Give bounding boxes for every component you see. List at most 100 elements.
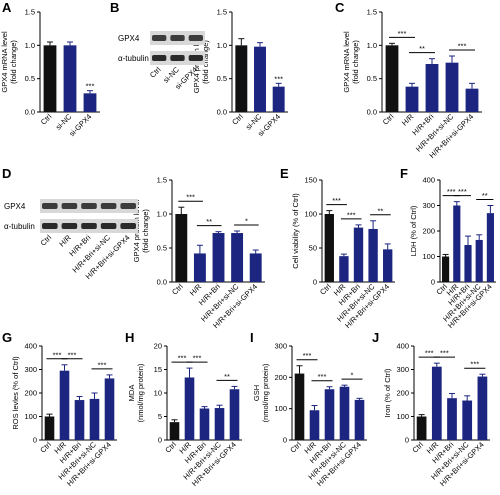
y-tick-label: 20 xyxy=(154,342,162,351)
bar xyxy=(74,400,85,440)
y-tick-label: 100 xyxy=(24,412,37,421)
error-bar xyxy=(91,392,98,399)
significance: *** xyxy=(274,74,283,83)
y-tick-label: 400 xyxy=(396,342,409,351)
bar xyxy=(354,399,365,440)
blot-band xyxy=(81,203,97,209)
error-bar xyxy=(389,42,395,46)
y-tick-label: 0 xyxy=(158,436,162,445)
y-tick-label: 100 xyxy=(304,210,317,219)
bar xyxy=(453,205,461,282)
significance: *** xyxy=(318,372,327,381)
error-bar xyxy=(46,413,53,417)
significance: ** xyxy=(224,372,230,381)
error-bar xyxy=(370,220,377,229)
error-bar xyxy=(469,82,475,89)
blot-band xyxy=(152,35,167,41)
y-tick-label: 0.0 xyxy=(25,108,35,117)
error-bar xyxy=(476,234,483,240)
bar xyxy=(254,46,266,112)
bar xyxy=(193,253,206,282)
significance: *** xyxy=(332,196,341,205)
error-bar xyxy=(356,397,363,400)
error-bar xyxy=(384,243,391,250)
y-tick-label: 300 xyxy=(24,365,37,374)
significance: *** xyxy=(303,351,312,360)
bar xyxy=(447,398,457,440)
panel-label: E xyxy=(280,166,289,181)
y-axis-label: GPX4 mRNA level xyxy=(342,31,351,93)
x-tick-label: Ctrl xyxy=(163,440,178,455)
y-tick-label: 200 xyxy=(274,373,287,382)
error-bar xyxy=(429,58,435,64)
error-bar xyxy=(238,38,245,46)
bar xyxy=(339,386,350,440)
significance: * xyxy=(245,217,248,226)
error-bar xyxy=(231,385,238,390)
blot-band xyxy=(42,203,58,209)
y-tick-label: 1.5 xyxy=(25,8,35,17)
y-tick-label: 5 xyxy=(158,412,162,421)
error-bar xyxy=(201,406,208,409)
error-bar xyxy=(442,253,449,257)
y-tick-label: 300 xyxy=(396,365,409,374)
x-tick-label: Ctrl xyxy=(230,112,245,127)
blot-band xyxy=(100,223,117,229)
panel-label: G xyxy=(2,330,12,345)
error-bar xyxy=(479,373,486,377)
error-bar xyxy=(275,82,282,87)
y-tick-label: 1.0 xyxy=(217,41,227,50)
bar xyxy=(229,389,240,440)
error-bar xyxy=(186,367,193,378)
y-axis-label: GPX4 mRNA level xyxy=(0,31,9,93)
panel-label: I xyxy=(250,330,254,345)
bar xyxy=(235,45,248,113)
significance: *** xyxy=(86,82,95,91)
x-tick-label: H/R xyxy=(400,112,416,128)
significance: *** xyxy=(186,193,195,202)
bar xyxy=(353,227,364,282)
error-bar xyxy=(311,405,318,411)
y-axis-label: (nmol/mg protein) xyxy=(261,363,270,422)
panel-label: J xyxy=(372,330,379,345)
y-tick-label: 50 xyxy=(309,244,317,253)
panel-label: C xyxy=(335,0,345,15)
error-bar xyxy=(296,365,303,374)
error-bar xyxy=(465,235,471,246)
error-bar xyxy=(87,90,93,94)
bar xyxy=(464,245,472,282)
bar xyxy=(385,45,399,113)
y-tick-label: 1.0 xyxy=(367,41,377,50)
y-tick-label: 400 xyxy=(24,342,37,351)
bar xyxy=(425,64,439,112)
bar xyxy=(59,370,70,440)
y-tick-label: 0 xyxy=(431,278,435,287)
significance: ** xyxy=(206,217,212,226)
blot-band xyxy=(152,55,167,61)
blot-band xyxy=(61,223,78,229)
y-tick-label: 100 xyxy=(422,252,435,261)
bar xyxy=(83,93,97,112)
bar xyxy=(475,239,483,282)
bar xyxy=(104,378,115,440)
bar xyxy=(89,398,100,440)
protein-label: GPX4 xyxy=(4,202,26,211)
x-tick-label: Ctrl xyxy=(39,112,54,127)
bar xyxy=(486,213,494,282)
error-bar xyxy=(409,82,415,87)
y-tick-label: 0.0 xyxy=(367,108,377,117)
y-tick-label: 100 xyxy=(274,404,287,413)
bar xyxy=(368,228,378,282)
y-tick-label: 1.0 xyxy=(25,41,35,50)
error-bar xyxy=(76,396,83,401)
blot-band xyxy=(81,223,97,229)
y-axis-label: (nmol/mg protein) xyxy=(136,363,145,422)
lane-label: Ctrl xyxy=(39,233,54,248)
significance: *** xyxy=(53,350,62,359)
error-bar xyxy=(106,374,113,379)
significance: *** xyxy=(347,210,356,219)
error-bar xyxy=(252,249,259,254)
bar xyxy=(214,408,225,440)
error-bar xyxy=(355,224,362,228)
y-axis-label: ROS levles (% of Ctrl) xyxy=(11,356,20,430)
